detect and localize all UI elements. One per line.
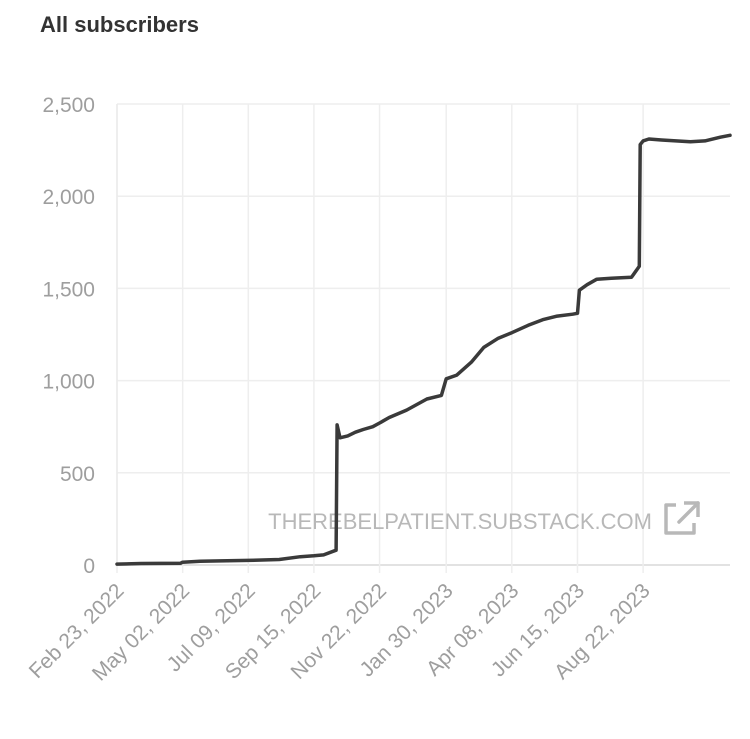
series-line (115, 133, 732, 566)
grid-lines (116, 103, 730, 573)
y-tick-label: 2,500 (42, 94, 95, 117)
y-tick-label: 2,000 (42, 186, 95, 209)
y-tick-label: 1,000 (42, 371, 95, 394)
watermark[interactable]: THEREBELPATIENT.SUBSTACK.COM (268, 501, 700, 535)
external-link-icon[interactable] (664, 501, 700, 535)
series (115, 133, 732, 566)
y-tick-label: 1,500 (42, 278, 95, 301)
chart-title: All subscribers (40, 12, 199, 37)
watermark-text[interactable]: THEREBELPATIENT.SUBSTACK.COM (268, 509, 652, 534)
y-axis: 0 500 1,000 1,500 2,000 2,500 (42, 94, 95, 578)
y-tick-label: 500 (60, 463, 95, 486)
y-tick-label: 0 (83, 555, 95, 578)
